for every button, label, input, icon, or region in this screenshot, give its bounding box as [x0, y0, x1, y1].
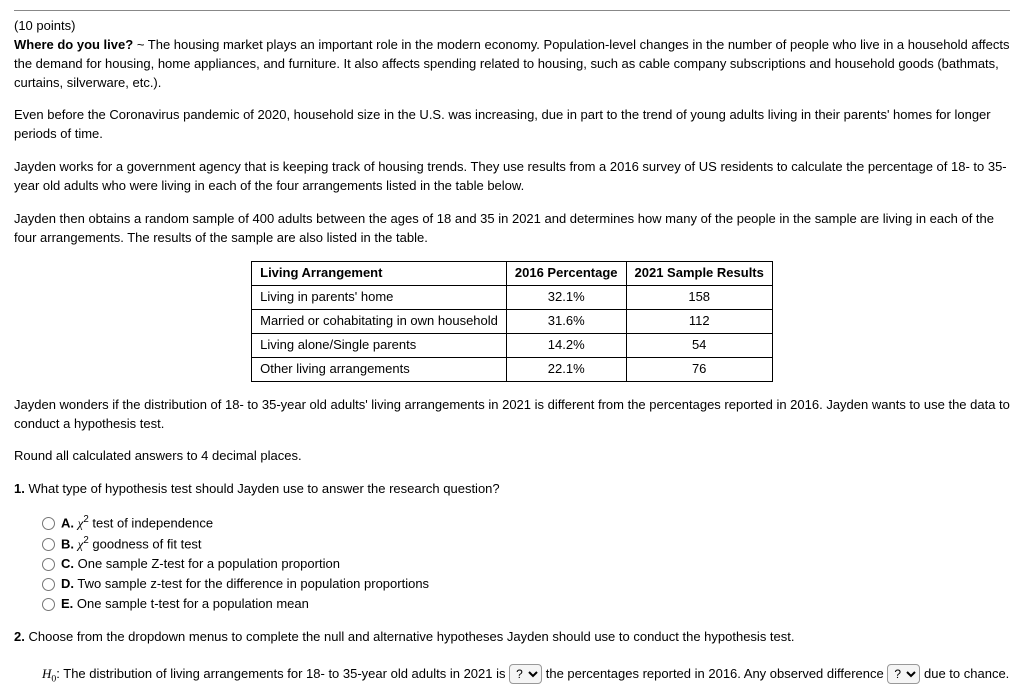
paragraph-3: Jayden works for a government agency tha…: [14, 158, 1010, 196]
cell-2016: 22.1%: [506, 357, 626, 381]
table-row: Living in parents' home 32.1% 158: [252, 286, 773, 310]
option-a-label: A. χ2 test of independence: [61, 513, 213, 533]
intro-paragraph: (10 points) Where do you live? ~ The hou…: [14, 17, 1010, 92]
col-header-2021: 2021 Sample Results: [626, 262, 772, 286]
points-label: (10 points): [14, 18, 75, 33]
q2-number: 2.: [14, 629, 25, 644]
cell-arrangement: Living in parents' home: [252, 286, 507, 310]
option-c-label: C. One sample Z-test for a population pr…: [61, 555, 340, 574]
table-header-row: Living Arrangement 2016 Percentage 2021 …: [252, 262, 773, 286]
q1-number: 1.: [14, 481, 25, 496]
option-d-radio[interactable]: [42, 578, 55, 591]
option-e-row[interactable]: E. One sample t-test for a population me…: [42, 595, 1010, 614]
cell-2016: 32.1%: [506, 286, 626, 310]
cell-arrangement: Living alone/Single parents: [252, 333, 507, 357]
top-divider: [14, 10, 1010, 11]
q2-hypothesis-block: H0: The distribution of living arrangeme…: [42, 661, 1010, 689]
q2-prompt: 2. Choose from the dropdown menus to com…: [14, 628, 1010, 647]
dropdown-1[interactable]: ?: [509, 664, 542, 684]
option-a-text: test of independence: [89, 515, 213, 530]
intro-text: The housing market plays an important ro…: [14, 37, 1009, 90]
h0-symbol: H0: [42, 666, 56, 681]
paragraph-6: Round all calculated answers to 4 decima…: [14, 447, 1010, 466]
q1-prompt: 1. What type of hypothesis test should J…: [14, 480, 1010, 499]
col-header-2016: 2016 Percentage: [506, 262, 626, 286]
q2-text: Choose from the dropdown menus to comple…: [28, 629, 794, 644]
col-header-arrangement: Living Arrangement: [252, 262, 507, 286]
option-c-radio[interactable]: [42, 558, 55, 571]
option-b-text: goodness of fit test: [89, 537, 202, 552]
q1-text: What type of hypothesis test should Jayd…: [28, 481, 499, 496]
table-row: Other living arrangements 22.1% 76: [252, 357, 773, 381]
q1-options: A. χ2 test of independence B. χ2 goodnes…: [42, 513, 1010, 614]
table-row: Married or cohabitating in own household…: [252, 310, 773, 334]
option-e-radio[interactable]: [42, 598, 55, 611]
option-b-letter: B.: [61, 537, 78, 552]
cell-2021: 112: [626, 310, 772, 334]
option-d-label: D. Two sample z-test for the difference …: [61, 575, 429, 594]
option-c-row[interactable]: C. One sample Z-test for a population pr…: [42, 555, 1010, 574]
cell-arrangement: Married or cohabitating in own household: [252, 310, 507, 334]
table-row: Living alone/Single parents 14.2% 54: [252, 333, 773, 357]
option-e-label: E. One sample t-test for a population me…: [61, 595, 309, 614]
cell-2021: 76: [626, 357, 772, 381]
living-arrangement-table: Living Arrangement 2016 Percentage 2021 …: [251, 261, 773, 381]
option-a-radio[interactable]: [42, 517, 55, 530]
tilde: ~: [137, 37, 145, 52]
h0-letter: H: [42, 666, 51, 681]
paragraph-4: Jayden then obtains a random sample of 4…: [14, 210, 1010, 248]
paragraph-2: Even before the Coronavirus pandemic of …: [14, 106, 1010, 144]
h0-text-part3: due to chance.: [924, 666, 1009, 681]
option-b-row[interactable]: B. χ2 goodness of fit test: [42, 534, 1010, 554]
option-b-radio[interactable]: [42, 538, 55, 551]
cell-2016: 31.6%: [506, 310, 626, 334]
cell-2016: 14.2%: [506, 333, 626, 357]
cell-arrangement: Other living arrangements: [252, 357, 507, 381]
h0-text-part2: the percentages reported in 2016. Any ob…: [546, 666, 884, 681]
option-b-label: B. χ2 goodness of fit test: [61, 534, 202, 554]
option-a-letter: A.: [61, 515, 78, 530]
dropdown-2[interactable]: ?: [887, 664, 920, 684]
paragraph-5: Jayden wonders if the distribution of 18…: [14, 396, 1010, 434]
option-a-row[interactable]: A. χ2 test of independence: [42, 513, 1010, 533]
question-title: Where do you live?: [14, 37, 133, 52]
cell-2021: 54: [626, 333, 772, 357]
cell-2021: 158: [626, 286, 772, 310]
h0-text-part1: : The distribution of living arrangement…: [56, 666, 505, 681]
option-d-row[interactable]: D. Two sample z-test for the difference …: [42, 575, 1010, 594]
